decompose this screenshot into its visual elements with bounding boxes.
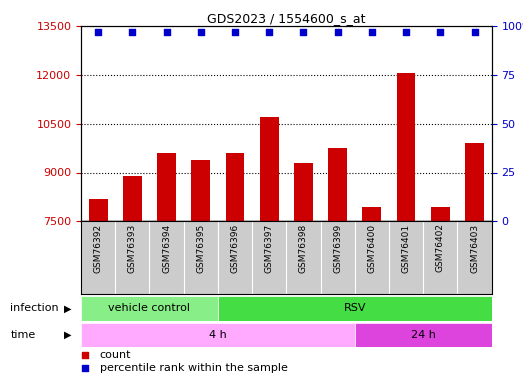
Point [334,29,342,35]
Text: count: count [99,350,131,360]
Text: GSM76401: GSM76401 [402,224,411,273]
Bar [260,117,279,221]
Point [128,29,137,35]
Bar [225,153,244,221]
Text: GSM76397: GSM76397 [265,224,274,273]
Point [299,29,308,35]
Text: GSM76400: GSM76400 [367,224,377,273]
Text: GSM76402: GSM76402 [436,224,445,273]
Bar [81,296,218,321]
Bar [123,176,142,221]
Point [402,29,410,35]
Point [436,29,445,35]
Bar [355,322,492,347]
Point [470,29,479,35]
Text: ▶: ▶ [64,303,72,313]
Point [368,29,376,35]
Text: GSM76395: GSM76395 [196,224,206,273]
Bar [81,322,355,347]
Text: GSM76394: GSM76394 [162,224,171,273]
Bar [396,74,415,221]
Text: infection: infection [10,303,59,313]
Bar [191,159,210,221]
Point [320,179,328,185]
Bar [89,198,108,221]
Point [320,294,328,300]
Bar [218,296,492,321]
Text: GSM76398: GSM76398 [299,224,308,273]
Bar [157,153,176,221]
Text: GSM76399: GSM76399 [333,224,342,273]
Text: GSM76403: GSM76403 [470,224,479,273]
Text: percentile rank within the sample: percentile rank within the sample [99,363,288,373]
Text: GSM76392: GSM76392 [94,224,103,273]
Point [231,29,239,35]
Bar [465,143,484,221]
Text: GSM76396: GSM76396 [231,224,240,273]
Bar [294,163,313,221]
Bar [431,207,450,221]
Point [94,29,103,35]
Title: GDS2023 / 1554600_s_at: GDS2023 / 1554600_s_at [207,12,366,25]
Point [197,29,205,35]
Point [163,29,171,35]
Text: time: time [10,330,36,340]
Text: RSV: RSV [344,303,366,313]
Bar [328,148,347,221]
Text: 24 h: 24 h [411,330,436,340]
Text: ▶: ▶ [64,330,72,340]
Text: 4 h: 4 h [209,330,227,340]
Bar [362,207,381,221]
Text: vehicle control: vehicle control [108,303,190,313]
Point [265,29,274,35]
Text: GSM76393: GSM76393 [128,224,137,273]
